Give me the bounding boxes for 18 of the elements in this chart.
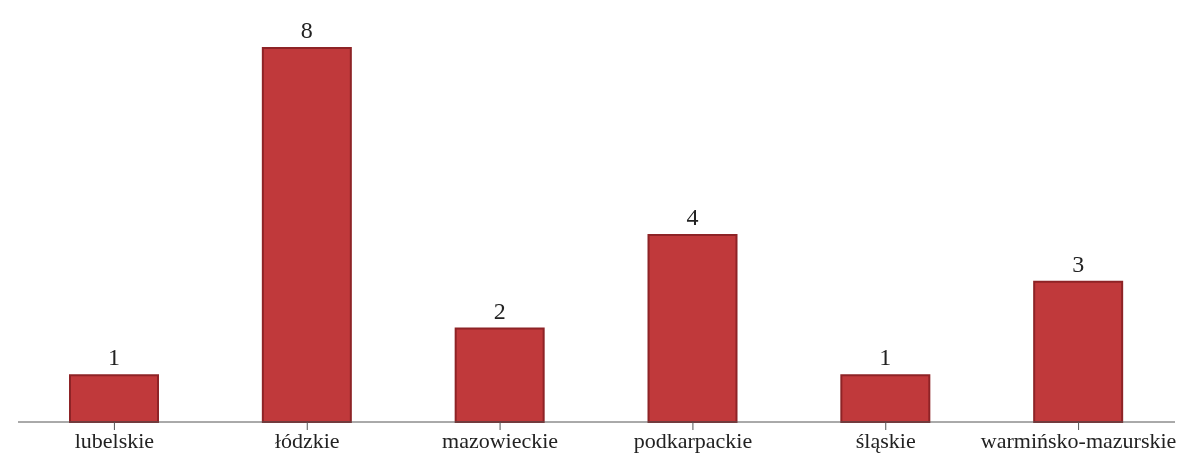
bar xyxy=(840,374,931,423)
bar xyxy=(69,374,159,423)
x-tick-label: łódzkie xyxy=(274,427,340,453)
bar xyxy=(647,234,738,423)
x-tick-label: podkarpackie xyxy=(633,427,753,453)
data-label: 8 xyxy=(300,17,313,43)
x-tick-label: lubelskie xyxy=(74,427,155,453)
x-tick-label: warmińsko-mazurskie xyxy=(980,427,1177,453)
data-label: 4 xyxy=(686,204,699,230)
data-label: 2 xyxy=(493,297,506,324)
data-label: 1 xyxy=(879,344,892,371)
x-tick-label: mazowieckie xyxy=(442,427,559,453)
data-label: 3 xyxy=(1072,250,1085,277)
bar xyxy=(454,327,545,423)
bar xyxy=(261,47,352,423)
x-tick-label: śląskie xyxy=(855,427,916,453)
data-label: 1 xyxy=(108,344,120,371)
bar xyxy=(1033,280,1124,423)
